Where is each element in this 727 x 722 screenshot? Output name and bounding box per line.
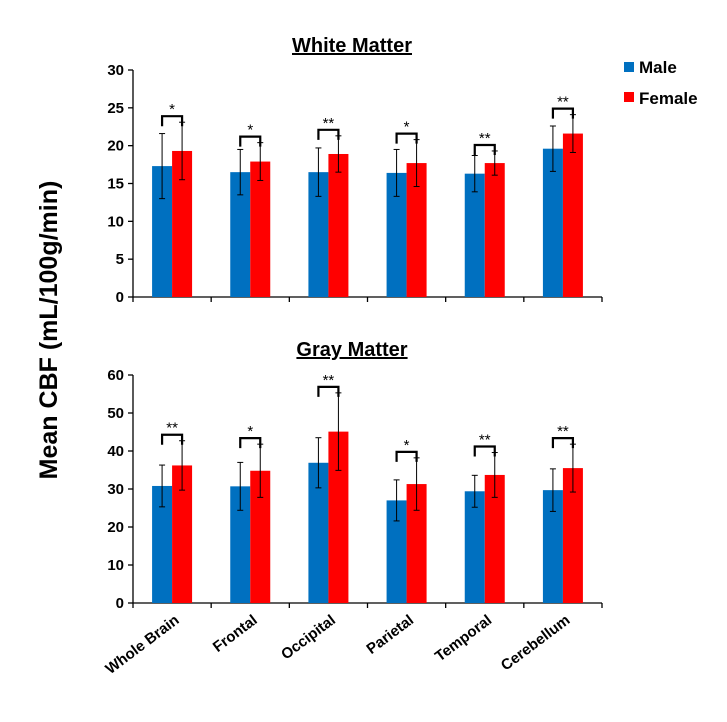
gray-matter-significance-label-occipital: **	[323, 372, 335, 389]
category-label-cerebellum: Cerebellum	[498, 612, 573, 675]
gray-matter-bar-female-whole-brain	[172, 465, 193, 603]
legend-label-female: Female	[639, 89, 698, 108]
gray-matter-significance-bracket-whole-brain	[160, 433, 184, 445]
gray-matter-bar-male-temporal	[464, 491, 485, 603]
white-matter-significance-label-parietal: *	[404, 119, 410, 136]
white-matter-significance-label-cerebellum: **	[557, 94, 569, 111]
gray-matter-significance-bracket-cerebellum	[551, 437, 575, 449]
white-matter-ytick-label: 10	[107, 213, 124, 230]
gray-matter-significance-bracket-frontal	[239, 437, 262, 449]
white-matter-ytick-label: 0	[116, 289, 124, 306]
category-label-temporal: Temporal	[432, 612, 495, 666]
gray-matter-bar-male-cerebellum	[542, 490, 563, 603]
gray-matter-ytick-label: 60	[107, 367, 124, 384]
white-matter-bar-female-parietal	[406, 163, 427, 297]
gray-matter-bar-female-frontal	[250, 470, 271, 603]
gray-matter-ytick-label: 50	[107, 405, 124, 422]
white-matter-ytick-label: 15	[107, 176, 124, 193]
y-axis-label: Mean CBF (mL/100g/min)	[35, 181, 63, 480]
white-matter-significance-bracket-occipital	[317, 128, 340, 140]
white-matter-bar-female-frontal	[250, 161, 271, 297]
gray-matter-ytick-label: 40	[107, 443, 124, 460]
white-matter-ytick-label: 5	[116, 251, 124, 268]
white-matter-bar-male-cerebellum	[542, 148, 563, 297]
white-matter-significance-bracket-parietal	[395, 132, 418, 144]
gray-matter-bar-male-whole-brain	[152, 485, 173, 603]
white-matter-bar-female-cerebellum	[562, 133, 583, 297]
white-matter-bar-male-parietal	[386, 172, 407, 297]
white-matter-ytick-label: 20	[107, 138, 124, 155]
white-matter-bar-male-occipital	[308, 172, 329, 297]
gray-matter-ytick-label: 30	[107, 481, 124, 498]
white-matter-ytick-label: 25	[107, 100, 124, 117]
white-matter-bar-male-frontal	[230, 172, 251, 297]
legend-label-male: Male	[639, 58, 677, 77]
gray-matter-bar-male-frontal	[230, 486, 251, 603]
gray-matter-bar-male-occipital	[308, 462, 329, 603]
white-matter-bar-female-occipital	[328, 153, 349, 297]
white-matter-bar-male-whole-brain	[152, 166, 173, 297]
legend: Male Female	[624, 58, 698, 108]
gray-matter-significance-bracket-temporal	[473, 445, 496, 457]
white-matter-significance-label-occipital: **	[323, 115, 335, 132]
gray-matter-ytick-label: 20	[107, 519, 124, 536]
gray-matter-significance-label-temporal: **	[479, 432, 491, 449]
white-matter-significance-bracket-temporal	[473, 143, 496, 155]
white-matter-ytick-label: 30	[107, 62, 124, 79]
gray-matter-significance-label-cerebellum: **	[557, 423, 569, 440]
white-matter-title: White Matter	[292, 35, 412, 57]
gray-matter-significance-bracket-occipital	[317, 385, 340, 397]
gray-matter-bar-female-parietal	[406, 484, 427, 603]
white-matter-significance-label-temporal: **	[479, 130, 491, 147]
gray-matter-bar-female-cerebellum	[562, 468, 583, 603]
gray-matter-significance-label-parietal: *	[404, 437, 410, 454]
white-matter-significance-label-whole-brain: *	[169, 101, 175, 118]
gray-matter-bar-female-temporal	[484, 474, 505, 603]
white-matter-significance-label-frontal: *	[247, 122, 253, 139]
gray-matter-bar-female-occipital	[328, 431, 349, 603]
legend-swatch-female	[624, 92, 634, 102]
category-label-frontal: Frontal	[210, 612, 261, 656]
gray-matter-significance-label-frontal: *	[247, 423, 253, 440]
gray-matter-significance-label-whole-brain: **	[166, 420, 178, 437]
category-labels: Whole Brain Frontal Occipital Parietal Tempo…	[102, 612, 573, 678]
gray-matter-significance-bracket-parietal	[395, 450, 418, 462]
white-matter-bar-female-whole-brain	[172, 150, 193, 297]
white-matter-significance-bracket-whole-brain	[160, 115, 184, 127]
category-label-whole-brain: Whole Brain	[102, 612, 182, 678]
category-label-parietal: Parietal	[363, 612, 417, 658]
white-matter-significance-bracket-cerebellum	[551, 107, 575, 119]
white-matter-bar-female-temporal	[484, 163, 505, 297]
category-label-occipital: Occipital	[278, 612, 339, 664]
gray-matter-title: Gray Matter	[296, 339, 407, 361]
gray-matter-bar-male-parietal	[386, 500, 407, 603]
gray-matter-ytick-label: 10	[107, 557, 124, 574]
gray-matter-ytick-label: 0	[116, 595, 124, 612]
legend-swatch-male	[624, 62, 634, 72]
white-matter-significance-bracket-frontal	[239, 135, 262, 147]
white-matter-bar-male-temporal	[464, 173, 485, 297]
